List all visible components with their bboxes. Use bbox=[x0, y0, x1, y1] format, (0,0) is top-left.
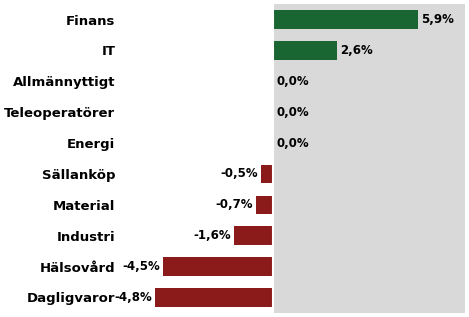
Text: 5,9%: 5,9% bbox=[421, 13, 454, 26]
Text: 0,0%: 0,0% bbox=[276, 137, 309, 150]
Bar bbox=[261, 165, 273, 183]
Bar bbox=[163, 257, 273, 276]
Text: -1,6%: -1,6% bbox=[193, 229, 231, 242]
Text: 0,0%: 0,0% bbox=[276, 106, 309, 119]
Text: 2,6%: 2,6% bbox=[340, 44, 373, 57]
Text: 0,0%: 0,0% bbox=[276, 75, 309, 88]
Bar bbox=[121, 4, 273, 313]
Text: -0,5%: -0,5% bbox=[220, 167, 258, 180]
Bar bbox=[155, 288, 273, 307]
Bar bbox=[273, 41, 337, 60]
Text: -4,5%: -4,5% bbox=[122, 260, 159, 273]
Bar bbox=[256, 196, 273, 214]
Bar bbox=[234, 226, 273, 245]
Bar bbox=[273, 10, 418, 29]
Text: -0,7%: -0,7% bbox=[216, 198, 253, 211]
Text: -4,8%: -4,8% bbox=[114, 291, 152, 304]
